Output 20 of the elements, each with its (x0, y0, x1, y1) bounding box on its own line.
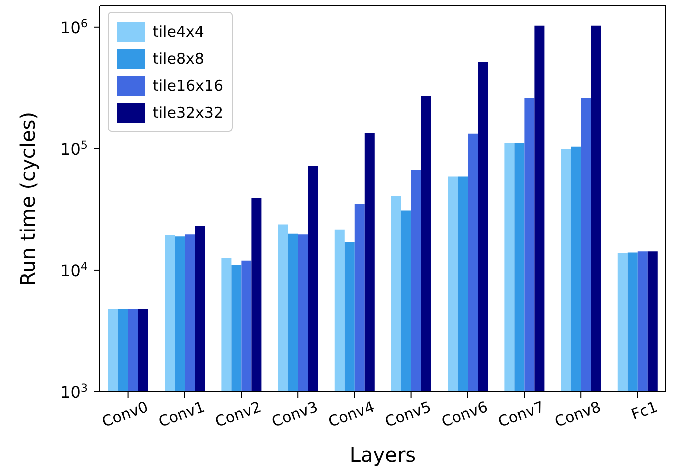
legend-label: tile4x4 (153, 22, 204, 40)
x-tick-label: Conv5 (382, 398, 434, 432)
x-tick-label: Conv4 (326, 398, 378, 432)
legend-label: tile16x16 (153, 76, 224, 94)
y-axis-title: Run time (cycles) (16, 112, 40, 286)
y-tick-label: 10$^{3}$ (60, 382, 88, 402)
x-tick-label: Conv1 (156, 398, 208, 432)
x-tick-label: Conv8 (552, 398, 604, 432)
x-tick-label: Conv3 (270, 398, 320, 432)
legend-label: tile8x8 (153, 50, 204, 68)
x-axis-title: Layers (350, 443, 416, 467)
y-tick-label: 10$^{6}$ (60, 16, 88, 38)
y-tick-label: 10$^{5}$ (60, 138, 88, 159)
x-tick-label: Conv6 (439, 398, 490, 432)
x-tick-label: Conv7 (496, 398, 547, 432)
y-tick-label: 10$^{4}$ (60, 260, 88, 280)
legend-label: tile32x32 (153, 104, 224, 122)
x-tick-label: Conv0 (100, 398, 151, 432)
x-tick-label: Fc1 (629, 398, 660, 424)
x-tick-label: Conv2 (213, 398, 264, 432)
